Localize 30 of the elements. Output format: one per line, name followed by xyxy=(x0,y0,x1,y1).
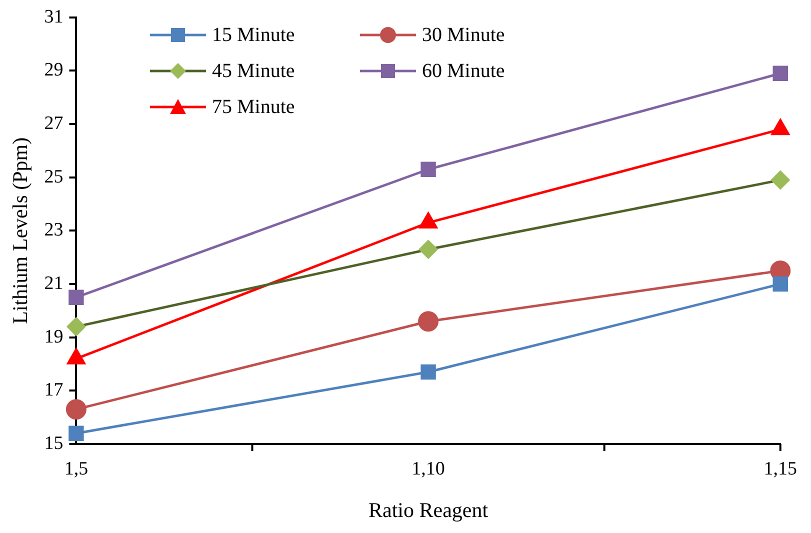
y-tick-label: 19 xyxy=(44,326,64,348)
y-tick-label: 29 xyxy=(44,60,64,81)
point xyxy=(771,170,790,190)
legend-label: 15 Minute xyxy=(212,24,295,46)
point xyxy=(66,317,86,336)
legend-label: 75 Minute xyxy=(212,96,295,118)
point xyxy=(420,364,436,380)
point xyxy=(772,66,788,82)
x-tick-label: 1,5 xyxy=(64,458,88,480)
legend-label: 30 Minute xyxy=(422,24,505,46)
legend-label: 60 Minute xyxy=(422,60,505,82)
point xyxy=(772,276,788,292)
x-axis-title: Ratio Reagent xyxy=(368,498,488,522)
y-tick-label: 21 xyxy=(44,273,64,294)
legend-label: 45 Minute xyxy=(212,60,295,82)
point xyxy=(68,426,84,441)
y-tick-label: 31 xyxy=(44,6,64,28)
y-tick-label: 17 xyxy=(44,380,64,401)
y-axis-title: Lithium Levels (Ppm) xyxy=(8,137,32,324)
point xyxy=(420,162,436,177)
point xyxy=(419,240,438,259)
y-tick-label: 15 xyxy=(44,432,64,454)
y-tick-label: 25 xyxy=(44,166,64,188)
y-tick-label: 27 xyxy=(44,113,64,134)
point xyxy=(66,399,86,420)
y-tick-label: 23 xyxy=(44,220,64,241)
point xyxy=(418,311,439,332)
x-tick-label: 1,15 xyxy=(764,458,797,480)
point xyxy=(68,290,84,305)
x-tick-label: 1,10 xyxy=(412,458,445,480)
